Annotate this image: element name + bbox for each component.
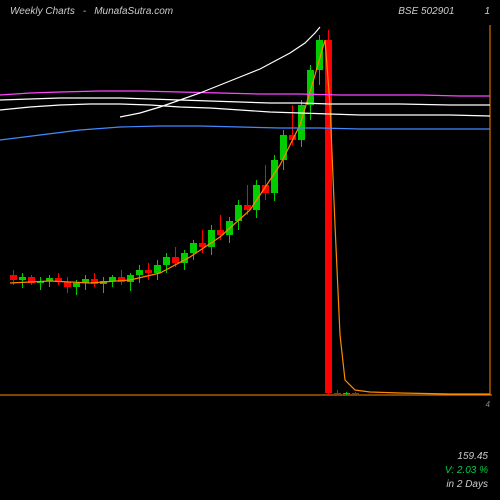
period-value: in 2 Days — [445, 479, 488, 490]
chart-title: Weekly Charts — [10, 6, 75, 17]
chart-ticker: BSE 502901 — [398, 6, 454, 17]
price-value: 159.45 — [445, 451, 488, 462]
axis-tick-label: 4 — [486, 400, 490, 409]
chart-footer: 159.45 V: 2.03 % in 2 Days — [445, 451, 488, 490]
volume-value: V: 2.03 % — [445, 465, 488, 476]
chart-source: MunafaSutra.com — [94, 6, 173, 17]
candlestick-chart[interactable] — [0, 25, 492, 405]
chart-header: Weekly Charts - MunafaSutra.com BSE 5029… — [10, 6, 490, 17]
chart-mode: 1 — [484, 6, 490, 17]
